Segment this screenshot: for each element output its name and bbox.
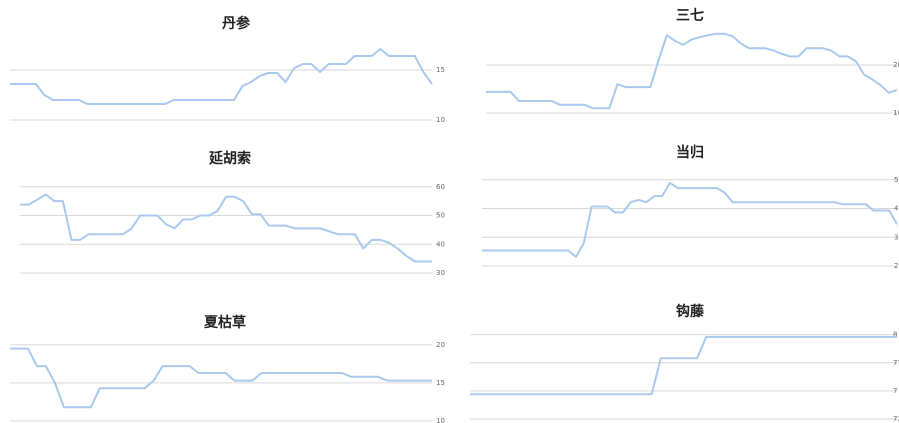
chart-title: 钩藤 — [676, 303, 705, 320]
y-tick-label: 10 — [436, 116, 445, 124]
y-tick-label: 72. — [893, 415, 899, 423]
y-tick-label: 10 — [436, 417, 445, 423]
y-tick-label: 50 — [436, 212, 445, 220]
price-line — [10, 347, 432, 409]
y-tick-label: 20 — [436, 341, 445, 349]
price-line — [10, 48, 433, 105]
y-tick-label: 3 — [894, 233, 898, 241]
y-tick-label: 15 — [436, 66, 445, 74]
chart-title: 三七 — [676, 8, 704, 24]
y-tick-label: 30 — [436, 269, 445, 277]
y-tick-label: 10 — [893, 109, 899, 117]
chart-title: 夏枯草 — [204, 314, 246, 331]
y-tick-label: 8 — [893, 331, 897, 339]
price-line — [20, 193, 432, 263]
chart-title: 当归 — [676, 144, 704, 161]
y-tick-label: 15 — [436, 379, 445, 387]
y-tick-label: 7 — [893, 387, 897, 395]
price-line — [482, 181, 898, 258]
y-tick-label: 5 — [894, 176, 898, 184]
y-tick-label: 20 — [893, 61, 899, 69]
price-line — [486, 32, 898, 110]
chart-title: 丹参 — [222, 15, 251, 32]
y-tick-label: 77. — [893, 359, 899, 367]
y-tick-label: 4 — [894, 205, 899, 213]
price-line — [470, 335, 897, 396]
y-tick-label: 60 — [436, 183, 445, 191]
chart-title: 延胡索 — [208, 150, 251, 167]
y-tick-label: 40 — [436, 240, 445, 248]
y-tick-label: 2 — [894, 262, 898, 270]
